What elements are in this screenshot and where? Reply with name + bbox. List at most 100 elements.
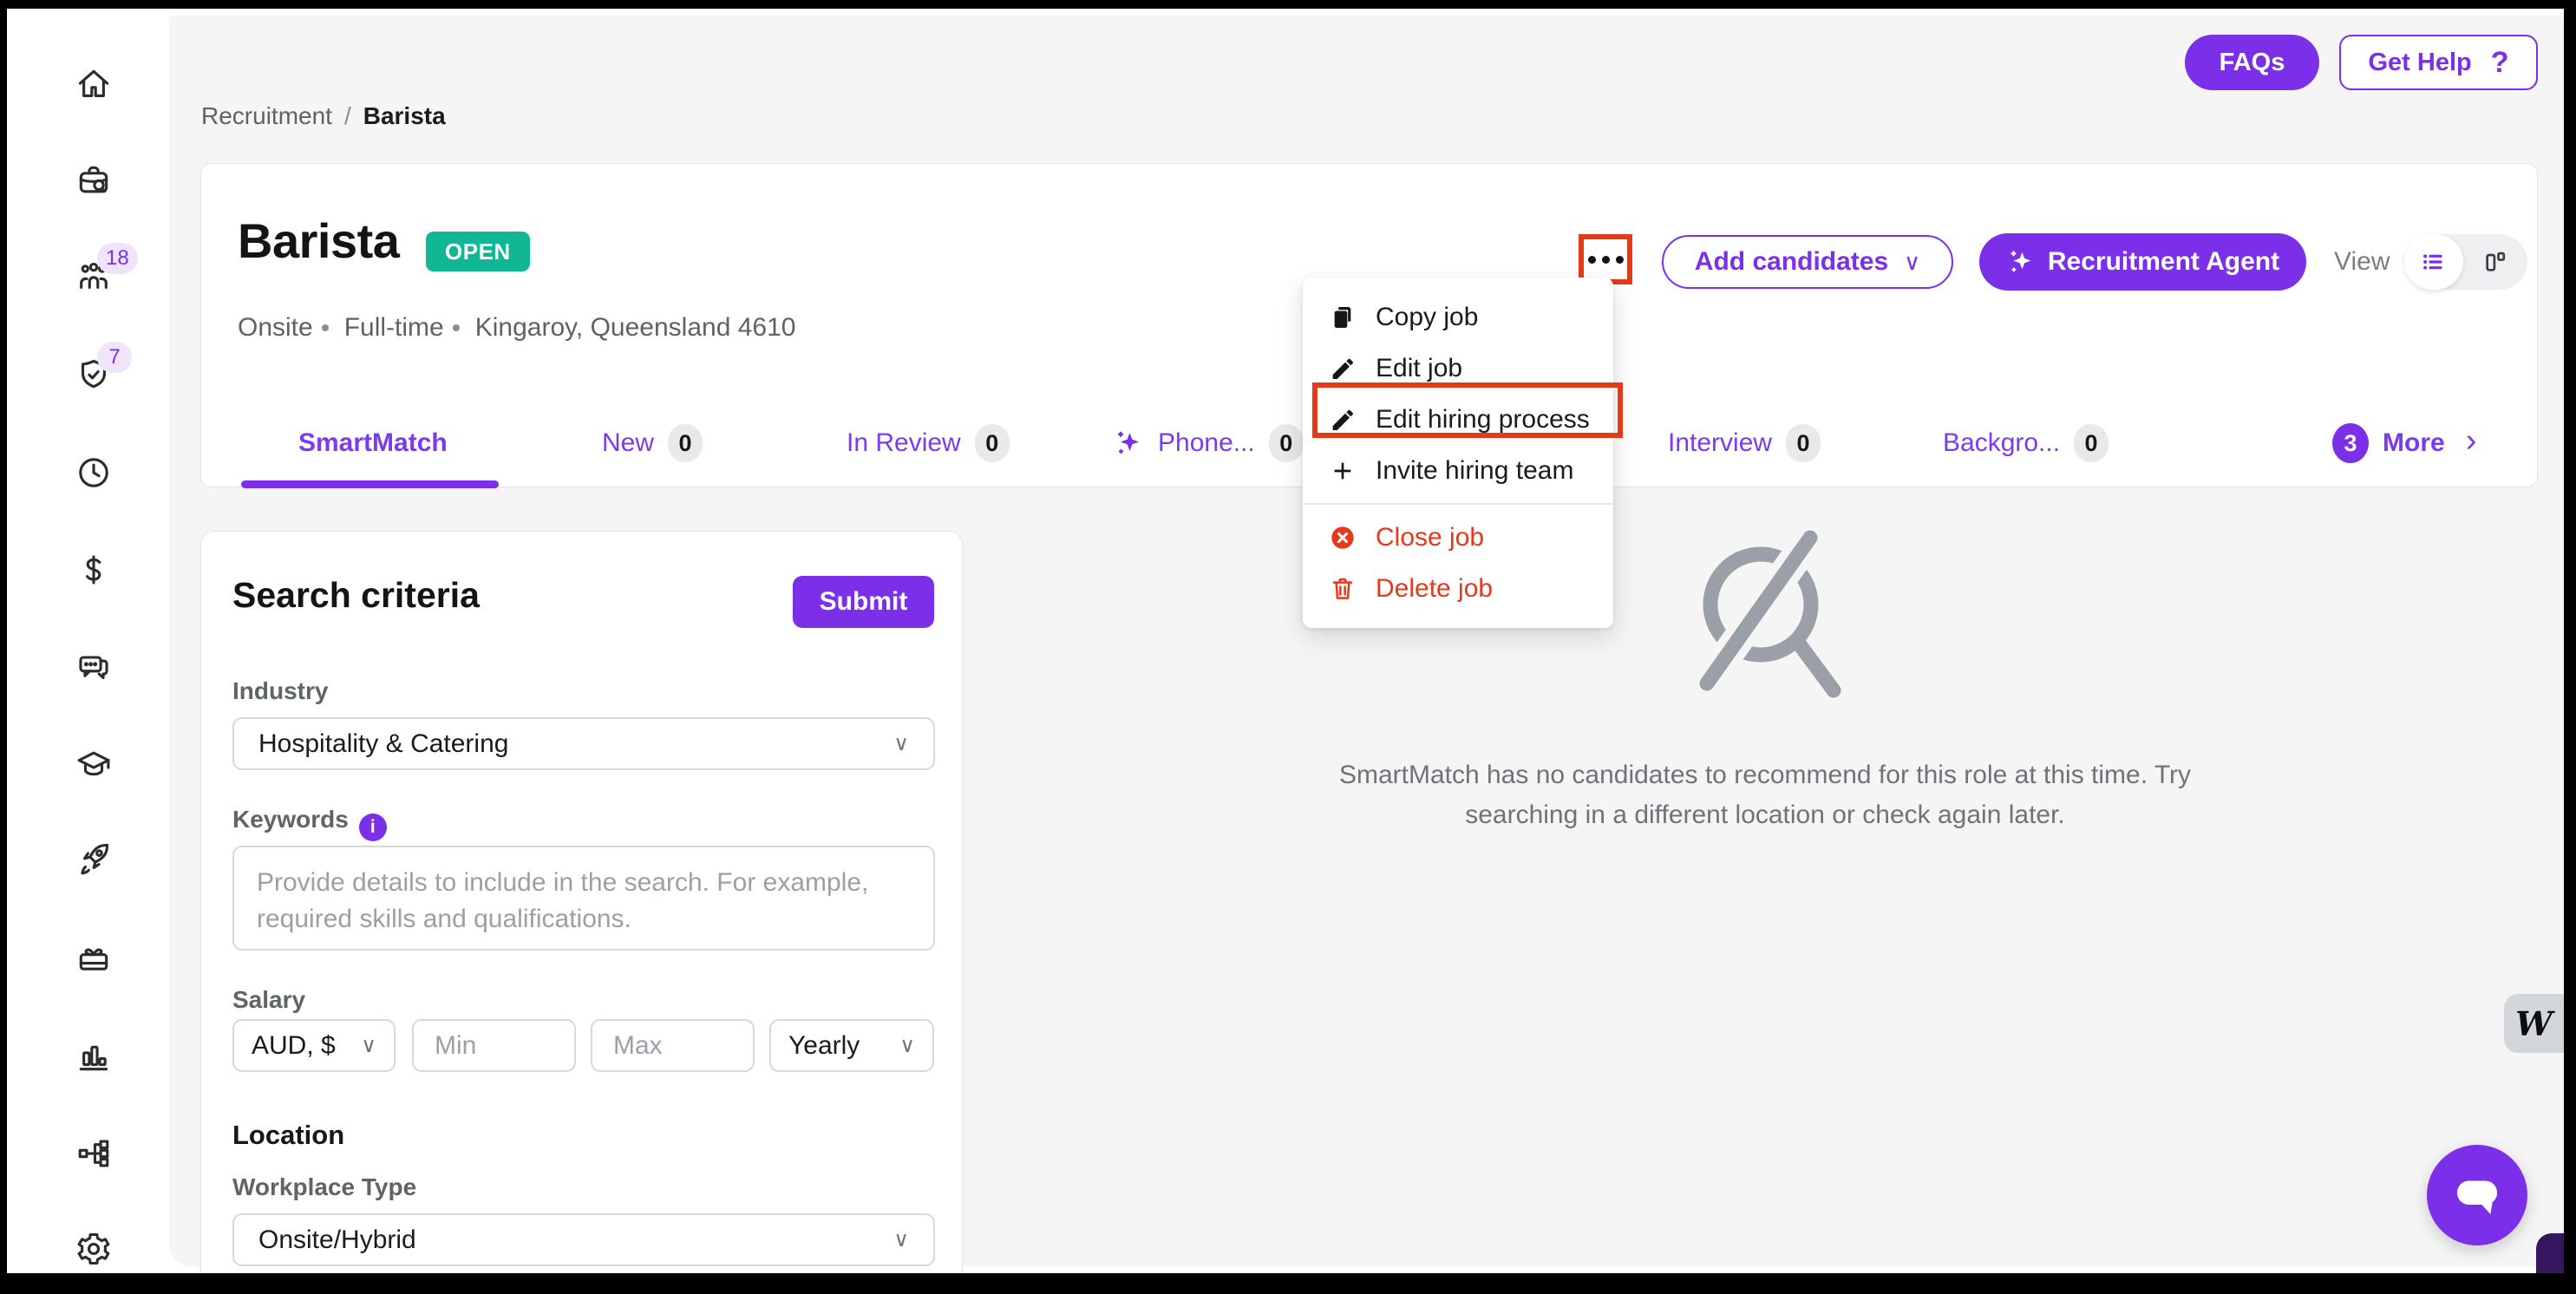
- job-title: Barista: [238, 213, 400, 268]
- trash-icon: [1329, 575, 1357, 603]
- list-view-button[interactable]: [2404, 234, 2463, 290]
- sidebar-item-messages[interactable]: [75, 648, 113, 686]
- gift-icon: [75, 948, 113, 980]
- breadcrumb: Recruitment / Barista: [201, 102, 446, 130]
- breadcrumb-parent[interactable]: Recruitment: [201, 102, 332, 129]
- menu-item-copy-job[interactable]: Copy job: [1303, 291, 1613, 343]
- workplace-type-value: Onsite/Hybrid: [258, 1225, 416, 1254]
- tab-phone[interactable]: Phone... 0: [1113, 424, 1304, 462]
- location-heading: Location: [232, 1120, 345, 1150]
- close-circle-icon: [1329, 524, 1357, 552]
- org-chart-icon: [75, 1140, 113, 1176]
- no-results-search-icon: [1674, 520, 1856, 716]
- bar-chart-icon: [75, 1045, 113, 1079]
- add-candidates-button[interactable]: Add candidates ∨: [1662, 235, 1953, 289]
- tab-interview[interactable]: Interview 0: [1668, 424, 1821, 462]
- menu-item-delete-job[interactable]: Delete job: [1303, 563, 1613, 614]
- salary-max-input[interactable]: [591, 1019, 755, 1072]
- people-count-badge: 18: [97, 243, 138, 274]
- sidebar-item-settings[interactable]: [75, 1230, 113, 1268]
- dot-separator: [321, 324, 329, 331]
- search-criteria-title: Search criteria: [232, 575, 480, 615]
- keywords-label: Keywords i: [232, 806, 387, 841]
- sidebar-item-launch[interactable]: [75, 840, 113, 878]
- industry-label: Industry: [232, 677, 329, 704]
- pencil-icon: [1329, 406, 1357, 434]
- currency-select[interactable]: AUD, $ ∨: [232, 1019, 396, 1072]
- w-widget-tab[interactable]: W: [2504, 994, 2564, 1053]
- menu-divider: [1303, 503, 1613, 505]
- sidebar-item-recruitment[interactable]: [75, 161, 113, 199]
- sidebar-item-approvals[interactable]: 7: [75, 342, 132, 394]
- salary-label: Salary: [232, 986, 306, 1013]
- more-tabs-button[interactable]: 3 More ›: [2332, 422, 2476, 463]
- menu-item-close-job[interactable]: Close job: [1303, 512, 1613, 563]
- clock-icon: [75, 458, 113, 495]
- currency-value: AUD, $: [252, 1030, 336, 1060]
- view-label: View: [2334, 247, 2390, 276]
- menu-item-edit-job[interactable]: Edit job: [1303, 343, 1613, 394]
- list-view-icon: [2420, 248, 2448, 276]
- gear-icon: [75, 1232, 113, 1271]
- ellipsis-icon: [1615, 255, 1624, 264]
- tab-in-review[interactable]: In Review 0: [847, 424, 1010, 462]
- industry-select[interactable]: Hospitality & Catering ∨: [232, 717, 935, 770]
- recruitment-agent-label: Recruitment Agent: [2047, 247, 2280, 276]
- people-icon: [75, 262, 113, 298]
- salary-period-value: Yearly: [788, 1030, 860, 1060]
- info-icon[interactable]: i: [358, 814, 387, 841]
- sidebar-item-organisation[interactable]: [75, 1134, 113, 1173]
- tab-count-badge: 0: [1268, 424, 1304, 462]
- tab-smartmatch[interactable]: SmartMatch: [298, 428, 448, 457]
- ellipsis-icon: [1601, 255, 1610, 264]
- job-options-menu: Copy job Edit job Edit hiring process In…: [1303, 278, 1623, 628]
- empty-state-message: SmartMatch has no candidates to recommen…: [1338, 761, 2192, 829]
- sidebar: 18 7: [7, 9, 169, 1273]
- sidebar-item-home[interactable]: [75, 65, 113, 103]
- briefcase-search-icon: [75, 166, 113, 203]
- get-help-label: Get Help: [2368, 48, 2472, 76]
- copy-icon: [1329, 304, 1357, 331]
- ellipsis-icon: [1587, 255, 1596, 264]
- get-help-button[interactable]: Get Help ?: [2339, 35, 2538, 90]
- job-meta: Onsite Full-time Kingaroy, Queensland 46…: [238, 313, 795, 343]
- sidebar-item-people[interactable]: 18: [75, 243, 138, 298]
- active-tab-underline: [241, 480, 499, 488]
- chevron-down-icon: ∨: [361, 1034, 376, 1057]
- sidebar-item-time[interactable]: [75, 454, 113, 492]
- tab-new[interactable]: New 0: [602, 424, 703, 462]
- salary-period-select[interactable]: Yearly ∨: [769, 1019, 934, 1072]
- chat-launcher-button[interactable]: [2427, 1145, 2527, 1245]
- sidebar-item-payroll[interactable]: [75, 551, 113, 589]
- sidebar-item-reports[interactable]: [75, 1037, 113, 1075]
- tab-count-badge: 0: [668, 424, 703, 462]
- menu-item-invite-hiring-team[interactable]: Invite hiring team: [1303, 445, 1613, 496]
- submit-button[interactable]: Submit: [793, 576, 934, 628]
- job-meta-location: Kingaroy, Queensland 4610: [474, 313, 796, 342]
- chevron-down-icon: ∨: [899, 1034, 915, 1057]
- breadcrumb-separator: /: [343, 102, 351, 129]
- tab-background[interactable]: Backgro... 0: [1943, 424, 2109, 462]
- chevron-down-icon: ∨: [893, 1228, 909, 1252]
- search-criteria-panel: Search criteria Submit Industry Hospital…: [200, 531, 963, 1273]
- tab-count-badge: 0: [1786, 424, 1821, 462]
- job-status-badge: OPEN: [426, 232, 530, 271]
- tab-count-badge: 0: [2074, 424, 2109, 462]
- recruitment-agent-button[interactable]: Recruitment Agent: [1979, 233, 2306, 291]
- sparkle-icon: [2006, 247, 2036, 277]
- workplace-type-select[interactable]: Onsite/Hybrid ∨: [232, 1213, 935, 1266]
- sidebar-item-benefits[interactable]: [75, 938, 113, 977]
- view-toggle: [2404, 234, 2527, 290]
- rocket-icon: [75, 843, 113, 881]
- salary-min-input[interactable]: [412, 1019, 576, 1072]
- add-candidates-label: Add candidates: [1694, 247, 1889, 276]
- menu-item-edit-hiring-process[interactable]: Edit hiring process: [1303, 394, 1613, 445]
- sidebar-item-learning[interactable]: [75, 745, 113, 783]
- chat-bubble-icon: [2449, 1167, 2506, 1224]
- board-view-button[interactable]: [2463, 248, 2527, 276]
- faqs-button[interactable]: FAQs: [2185, 35, 2319, 90]
- keywords-textarea[interactable]: [232, 846, 935, 951]
- app-window: 18 7: [7, 9, 2564, 1273]
- w-logo: W: [2515, 1003, 2553, 1043]
- sparkle-icon: [1113, 428, 1144, 459]
